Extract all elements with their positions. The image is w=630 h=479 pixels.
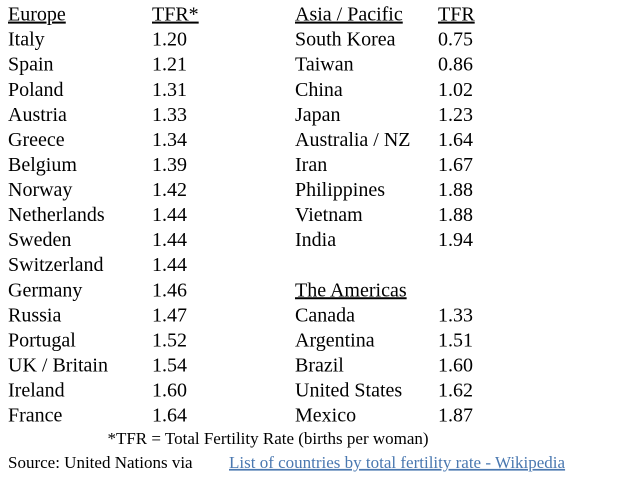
country: Brazil	[295, 354, 344, 376]
tfr-value: 0.86	[438, 54, 473, 76]
tfr-value: 1.44	[152, 254, 187, 276]
country: Belgium	[8, 154, 77, 176]
country: Australia / NZ	[295, 129, 411, 151]
country: France	[8, 405, 63, 427]
country: Greece	[8, 129, 65, 151]
tfr-value: 1.54	[152, 354, 187, 376]
column-header: Asia / Pacific	[295, 4, 403, 26]
tfr-value: 1.47	[152, 304, 187, 326]
tfr-value: 1.39	[152, 154, 187, 176]
country: Mexico	[295, 405, 356, 427]
tfr-value: 1.46	[152, 279, 187, 301]
country: Sweden	[8, 229, 71, 251]
tfr-value: 1.64	[438, 129, 473, 151]
tfr-value: 1.51	[438, 329, 473, 351]
tfr-value: 1.33	[438, 304, 473, 326]
country: Germany	[8, 279, 82, 301]
country: China	[295, 79, 343, 101]
tfr-value: 1.88	[438, 204, 473, 226]
column-header: TFR*	[152, 4, 199, 26]
country: Norway	[8, 179, 72, 201]
country: Spain	[8, 54, 54, 76]
country: Italy	[8, 29, 45, 51]
tfr-value: 1.21	[152, 54, 187, 76]
country: Taiwan	[295, 54, 354, 76]
country: Netherlands	[8, 204, 105, 226]
country: India	[295, 229, 336, 251]
tfr-value: 1.60	[438, 354, 473, 376]
tfr-value: 1.52	[152, 329, 187, 351]
country: United States	[295, 379, 402, 401]
country: UK / Britain	[8, 354, 108, 376]
country: Portugal	[8, 329, 76, 351]
tfr-value: 1.88	[438, 179, 473, 201]
column-header: TFR	[438, 4, 475, 26]
tfr-value: 1.23	[438, 104, 473, 126]
section-header: The Americas	[295, 279, 407, 301]
country: Argentina	[295, 329, 375, 351]
tfr-value: 1.94	[438, 229, 473, 251]
tfr-value: 0.75	[438, 29, 473, 51]
country: Poland	[8, 79, 64, 101]
tfr-value: 1.64	[152, 405, 187, 427]
tfr-value: 1.20	[152, 29, 187, 51]
tfr-value: 1.62	[438, 379, 473, 401]
tfr-value: 1.44	[152, 204, 187, 226]
country: Switzerland	[8, 254, 104, 276]
country: Austria	[8, 104, 67, 126]
source-link[interactable]: List of countries by total fertility rat…	[229, 453, 566, 472]
tfr-value: 1.44	[152, 229, 187, 251]
country: Canada	[295, 304, 355, 326]
tfr-value: 1.60	[152, 379, 187, 401]
tfr-value: 1.87	[438, 405, 473, 427]
country: Vietnam	[295, 204, 363, 226]
tfr-value: 1.67	[438, 154, 473, 176]
country: South Korea	[295, 29, 396, 51]
country: Russia	[8, 304, 61, 326]
country: Japan	[295, 104, 341, 126]
tfr-value: 1.02	[438, 79, 473, 101]
footnote: *TFR = Total Fertility Rate (births per …	[107, 429, 428, 448]
tfr-value: 1.42	[152, 179, 187, 201]
source-prefix: Source: United Nations via	[8, 453, 193, 472]
country: Iran	[295, 154, 327, 176]
tfr-value: 1.31	[152, 79, 187, 101]
column-header: Europe	[8, 4, 66, 26]
country: Philippines	[295, 179, 385, 201]
tfr-value: 1.33	[152, 104, 187, 126]
tfr-value: 1.34	[152, 129, 187, 151]
country: Ireland	[8, 379, 65, 401]
